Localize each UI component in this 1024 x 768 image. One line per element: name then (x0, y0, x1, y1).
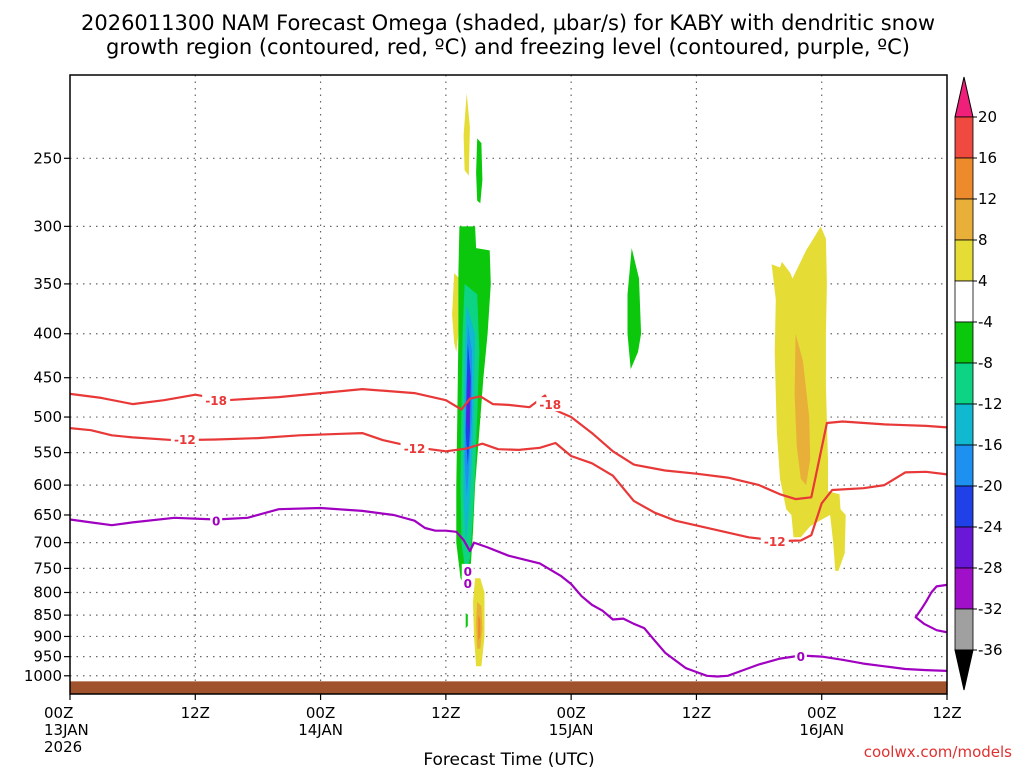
isotherm-minus18-line (70, 388, 947, 501)
y-tick-label-550: 550 (33, 444, 62, 462)
contour-label-bg-1 (536, 397, 565, 412)
colorbar-label-5: -4 (978, 313, 993, 331)
colorbar-label-11: -28 (978, 559, 1003, 577)
contour-label-5: 0 (212, 515, 220, 529)
contour-label-2: -12 (174, 433, 196, 447)
credit-text: coolwx.com/models (864, 743, 1012, 761)
contour-label-8: 0 (797, 650, 805, 664)
omega-area-12-12 (478, 615, 481, 641)
contour-label-bg-8 (794, 648, 807, 663)
colorbar-segment-3 (954, 239, 974, 282)
colorbar-label-0: 20 (978, 108, 997, 126)
y-tick-label-900: 900 (33, 627, 62, 645)
x-tick-label-12-0: 12Z (181, 704, 210, 722)
omega-area-4-14 (771, 226, 846, 571)
colorbar-segment-4 (954, 280, 974, 323)
x-tick-label-24-1: 14JAN (298, 721, 343, 739)
colorbar-segment-7 (954, 403, 974, 446)
colorbar-label-13: -36 (978, 641, 1003, 659)
x-tick-label-48-0: 00Z (556, 704, 585, 722)
colorbar-segment-5 (954, 321, 974, 364)
isotherm-minus12-line (70, 427, 947, 543)
colorbar-top-arrow (954, 76, 974, 118)
x-tick-label-84-0: 12Z (932, 704, 961, 722)
colorbar-label-4: 4 (978, 272, 988, 290)
contour-label-bg-2 (170, 431, 199, 446)
colorbar-label-1: 16 (978, 149, 997, 167)
colorbar-segment-9 (954, 485, 974, 528)
colorbar-label-3: 8 (978, 231, 988, 249)
y-tick-label-600: 600 (33, 476, 62, 494)
contour-label-bg-7 (461, 576, 474, 591)
y-tick-label-250: 250 (33, 149, 62, 167)
omega-area--8-13 (627, 248, 642, 370)
y-tick-label-300: 300 (33, 217, 62, 235)
contour-label-bg-0 (202, 393, 231, 408)
y-tick-label-350: 350 (33, 275, 62, 293)
x-axis-label: Forecast Time (UTC) (423, 750, 594, 768)
plot-area: -18 -18-12-12-120000250300350400450500550… (24, 74, 962, 756)
y-tick-label-450: 450 (33, 369, 62, 387)
contour-label-bg-5 (210, 513, 223, 528)
contour-label-7: 0 (464, 577, 472, 591)
colorbar-label-12: -32 (978, 600, 1003, 618)
chart-title-line2: growth region (contoured, red, ºC) and f… (106, 35, 910, 59)
y-tick-label-500: 500 (33, 408, 62, 426)
colorbar-label-9: -20 (978, 477, 1003, 495)
x-tick-label-36-0: 12Z (431, 704, 460, 722)
chart-title-line1: 2026011300 NAM Forecast Omega (shaded, µ… (81, 11, 935, 35)
y-tick-label-1000: 1000 (24, 667, 62, 685)
x-tick-label-0-0: 00Z (44, 704, 73, 722)
x-tick-label-72-0: 00Z (807, 704, 836, 722)
y-tick-label-800: 800 (33, 583, 62, 601)
omega-area--8-1 (476, 138, 483, 204)
colorbar-segment-6 (954, 362, 974, 405)
isotherm-0-line (70, 506, 947, 678)
terrain-band (70, 681, 947, 694)
x-tick-label-60-0: 12Z (682, 704, 711, 722)
contour-label-3: -12 (404, 442, 426, 456)
omega-area-4-0 (463, 93, 470, 176)
colorbar: 20 16 12 8 4 -4 -8 -12 -16 -20 -24 -28 -32 -36 (954, 76, 1003, 691)
colorbar-label-7: -12 (978, 395, 1003, 413)
contour-label-bg-3 (400, 440, 429, 455)
colorbar-label-10: -24 (978, 518, 1003, 536)
contour-label-6: 0 (464, 565, 472, 579)
y-tick-label-850: 850 (33, 606, 62, 624)
x-tick-label-0-2: 2026 (44, 738, 82, 756)
x-tick-label-24-0: 00Z (306, 704, 335, 722)
colorbar-label-2: 12 (978, 190, 997, 208)
colorbar-segment-12 (954, 608, 974, 651)
y-tick-label-650: 650 (33, 506, 62, 524)
y-tick-label-750: 750 (33, 559, 62, 577)
x-tick-label-48-1: 15JAN (549, 721, 594, 739)
omega-area-4-2 (452, 273, 460, 352)
contour-label-bg-6 (461, 563, 474, 578)
colorbar-segment-1 (954, 157, 974, 200)
omega-area-8-15 (794, 333, 811, 486)
colorbar-segment-11 (954, 567, 974, 610)
isotherm-0-line-extra (914, 583, 947, 634)
contour-label-4: -12 (764, 535, 786, 549)
y-tick-label-700: 700 (33, 534, 62, 552)
colorbar-segment-2 (954, 198, 974, 241)
colorbar-segment-10 (954, 526, 974, 569)
x-tick-label-72-1: 16JAN (799, 721, 844, 739)
contour-label-1: -18 (539, 398, 561, 412)
colorbar-label-6: -8 (978, 354, 993, 372)
contour-label-0: -18 (205, 394, 227, 408)
x-tick-label-0-1: 13JAN (44, 721, 89, 739)
colorbar-segment-8 (954, 444, 974, 487)
colorbar-label-8: -16 (978, 436, 1003, 454)
contour-label-bg-4 (760, 534, 789, 549)
plot-border (69, 74, 948, 695)
colorbar-bottom-arrow (954, 649, 974, 691)
y-tick-label-400: 400 (33, 325, 62, 343)
omega-area--8-9 (465, 612, 468, 629)
colorbar-segment-0 (954, 116, 974, 159)
y-tick-label-950: 950 (33, 648, 62, 666)
